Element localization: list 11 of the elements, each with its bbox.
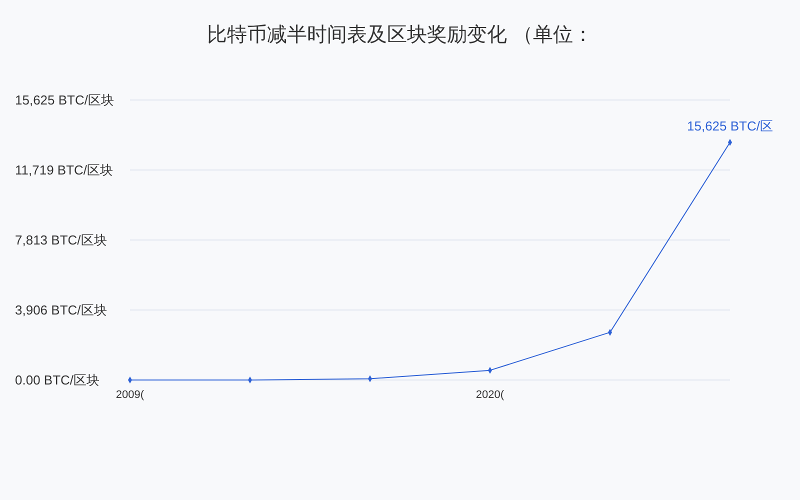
y-tick-label: 11,719 BTC/区块 [15, 162, 114, 178]
annotation: 15,625 BTC/区 [687, 118, 773, 134]
point [248, 376, 252, 384]
y-tick-label: 15,625 BTC/区块 [15, 92, 114, 108]
point [128, 376, 132, 384]
x-tick-label: 2009( [116, 389, 144, 401]
x-tick-label: 2020( [476, 389, 504, 401]
y-tick-label: 7,813 BTC/区块 [15, 232, 107, 248]
chart-title: 比特币减半时间表及区块奖励变化 （单位： [207, 24, 593, 46]
y-tick-label: 0.00 BTC/区块 [15, 372, 100, 388]
y-tick-label: 3,906 BTC/区块 [15, 302, 107, 318]
